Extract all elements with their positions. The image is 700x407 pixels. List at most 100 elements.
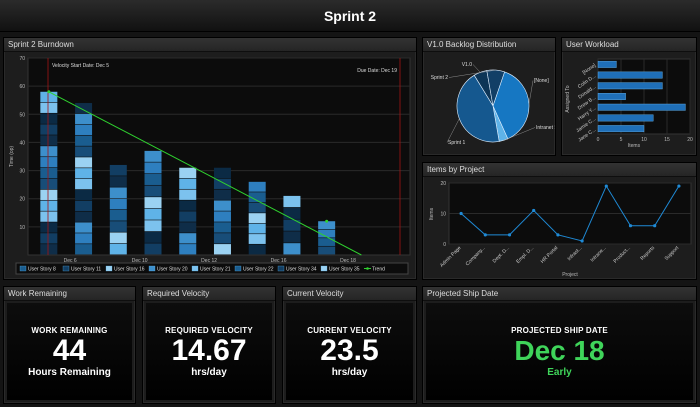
- workload-bar: [597, 125, 645, 133]
- bar-segment: [179, 244, 197, 255]
- bar-segment: [213, 178, 231, 189]
- ship-date-panel: Projected Ship Date PROJECTED SHIP DATE …: [422, 286, 697, 404]
- projects-panel: Items by Project 0 10 20 Admin Page Company.…: [422, 162, 697, 280]
- x-tick-label: Infrast...: [566, 245, 583, 262]
- bar-segment: [248, 192, 266, 203]
- bar-segment: [40, 233, 58, 244]
- y-axis-label: Assigned To: [565, 85, 571, 112]
- required-velocity-unit: hrs/day: [191, 366, 227, 378]
- bar-segment: [283, 207, 301, 219]
- legend-swatch: [62, 265, 70, 272]
- workload-bar-chart[interactable]: 0 5 10 15 20[None]Colin D...Donald...Drew B.…: [564, 54, 696, 155]
- projects-title: Items by Project: [423, 163, 696, 177]
- workload-bar: [597, 60, 617, 68]
- bar-segment: [75, 179, 93, 190]
- burndown-chart[interactable]: 10 20 30 40 50 60 70 Time (op) Velocity Start Da…: [6, 54, 416, 279]
- y-tick-label: 10: [440, 212, 446, 218]
- bar-segment: [40, 222, 58, 233]
- bar-segment: [179, 178, 197, 189]
- bar-segment: [179, 233, 197, 244]
- legend-swatch: [19, 265, 27, 272]
- current-velocity-title: Current Velocity: [283, 287, 416, 301]
- backlog-title: V1.0 Backlog Distribution: [423, 38, 555, 52]
- trend-point: [325, 219, 329, 223]
- bar-segment: [248, 213, 266, 224]
- bar-segment: [40, 157, 58, 168]
- legend-swatch: [234, 265, 242, 272]
- bar-segment: [248, 244, 266, 255]
- bar-segment: [179, 222, 197, 233]
- legend-swatch: [320, 265, 328, 272]
- legend-label: User Story 35: [329, 267, 360, 273]
- bar-segment: [40, 124, 58, 135]
- required-velocity-label: REQUIRED VELOCITY: [165, 325, 253, 335]
- x-tick-label: 10: [641, 137, 647, 143]
- bar-segment: [75, 211, 93, 222]
- bar-segment: [179, 200, 197, 211]
- workload-bar: [597, 114, 654, 122]
- projects-point: [677, 184, 681, 188]
- current-velocity-label: CURRENT VELOCITY: [307, 325, 392, 335]
- bar-segment: [144, 243, 162, 255]
- y-tick-label: 60: [19, 84, 25, 90]
- bar-segment: [213, 222, 231, 233]
- backlog-pie-chart[interactable]: V1.0 Sprint 2 [None] Intranet Si Sprint 1: [425, 54, 559, 155]
- y-tick-label: [None]: [582, 62, 598, 76]
- ship-date-title: Projected Ship Date: [423, 287, 696, 301]
- y-tick-label: 0: [443, 242, 446, 248]
- bar-segment: [248, 202, 266, 213]
- bar-segment: [144, 162, 162, 174]
- bar-segment: [75, 124, 93, 135]
- bar-segment: [144, 220, 162, 232]
- ship-date-status: Early: [547, 366, 572, 378]
- required-velocity-title: Required Velocity: [143, 287, 275, 301]
- bar-segment: [75, 222, 93, 233]
- bar-segment: [40, 146, 58, 157]
- x-axis-label: Items: [628, 143, 641, 149]
- x-tick-label: Dept. D...: [492, 245, 511, 264]
- bar-segment: [283, 195, 301, 208]
- projects-point: [628, 224, 633, 228]
- y-axis-label: Time (op): [9, 146, 15, 168]
- x-axis-label: Project: [562, 272, 578, 278]
- pie-leader: [503, 127, 536, 141]
- current-velocity-value: 23.5: [320, 333, 379, 367]
- x-tick-label: Intrane...: [590, 245, 608, 263]
- legend-swatch: [277, 265, 285, 272]
- bar-segment: [109, 209, 127, 221]
- legend-label: User Story 21: [200, 267, 231, 273]
- burndown-panel: Sprint 2 Burndown 10 20 30 40 50 60 70 Time (op…: [3, 37, 417, 280]
- y-tick-label: 40: [19, 140, 25, 146]
- bar-segment: [248, 181, 266, 192]
- bar-segment: [40, 200, 58, 211]
- bar-segment: [213, 244, 231, 255]
- legend-label: User Story 8: [28, 267, 56, 273]
- bar-segment: [318, 221, 336, 230]
- legend-label: User Story 22: [243, 267, 274, 273]
- projects-line-chart[interactable]: 0 10 20 Admin Page Company... Dept. D... Empl.…: [425, 179, 696, 279]
- bar-segment: [109, 176, 127, 187]
- bar-segment: [75, 168, 93, 179]
- bar-segment: [179, 167, 197, 179]
- bar-segment: [75, 189, 93, 201]
- legend-label: Trend: [372, 267, 385, 273]
- bar-segment: [40, 102, 58, 113]
- projects-point: [532, 208, 536, 213]
- y-tick-label: 70: [19, 56, 25, 62]
- pie-label: Sprint 2: [431, 75, 448, 81]
- projects-point: [556, 233, 560, 237]
- burndown-title: Sprint 2 Burndown: [4, 38, 416, 52]
- work-remaining-value: 44: [52, 333, 87, 367]
- bar-segment: [144, 231, 162, 243]
- bar-segment: [283, 231, 301, 243]
- projects-point: [507, 233, 512, 237]
- bar-segment: [213, 167, 231, 179]
- bar-segment: [109, 243, 127, 255]
- x-tick-label: HR Portal: [540, 245, 560, 265]
- bar-segment: [40, 189, 58, 200]
- legend-swatch: [191, 265, 199, 272]
- current-velocity-panel: Current Velocity CURRENT VELOCITY 23.5 h…: [282, 286, 417, 404]
- bar-segment: [75, 113, 93, 125]
- bar-segment: [144, 208, 162, 220]
- ship-date-label: PROJECTED SHIP DATE: [511, 325, 608, 335]
